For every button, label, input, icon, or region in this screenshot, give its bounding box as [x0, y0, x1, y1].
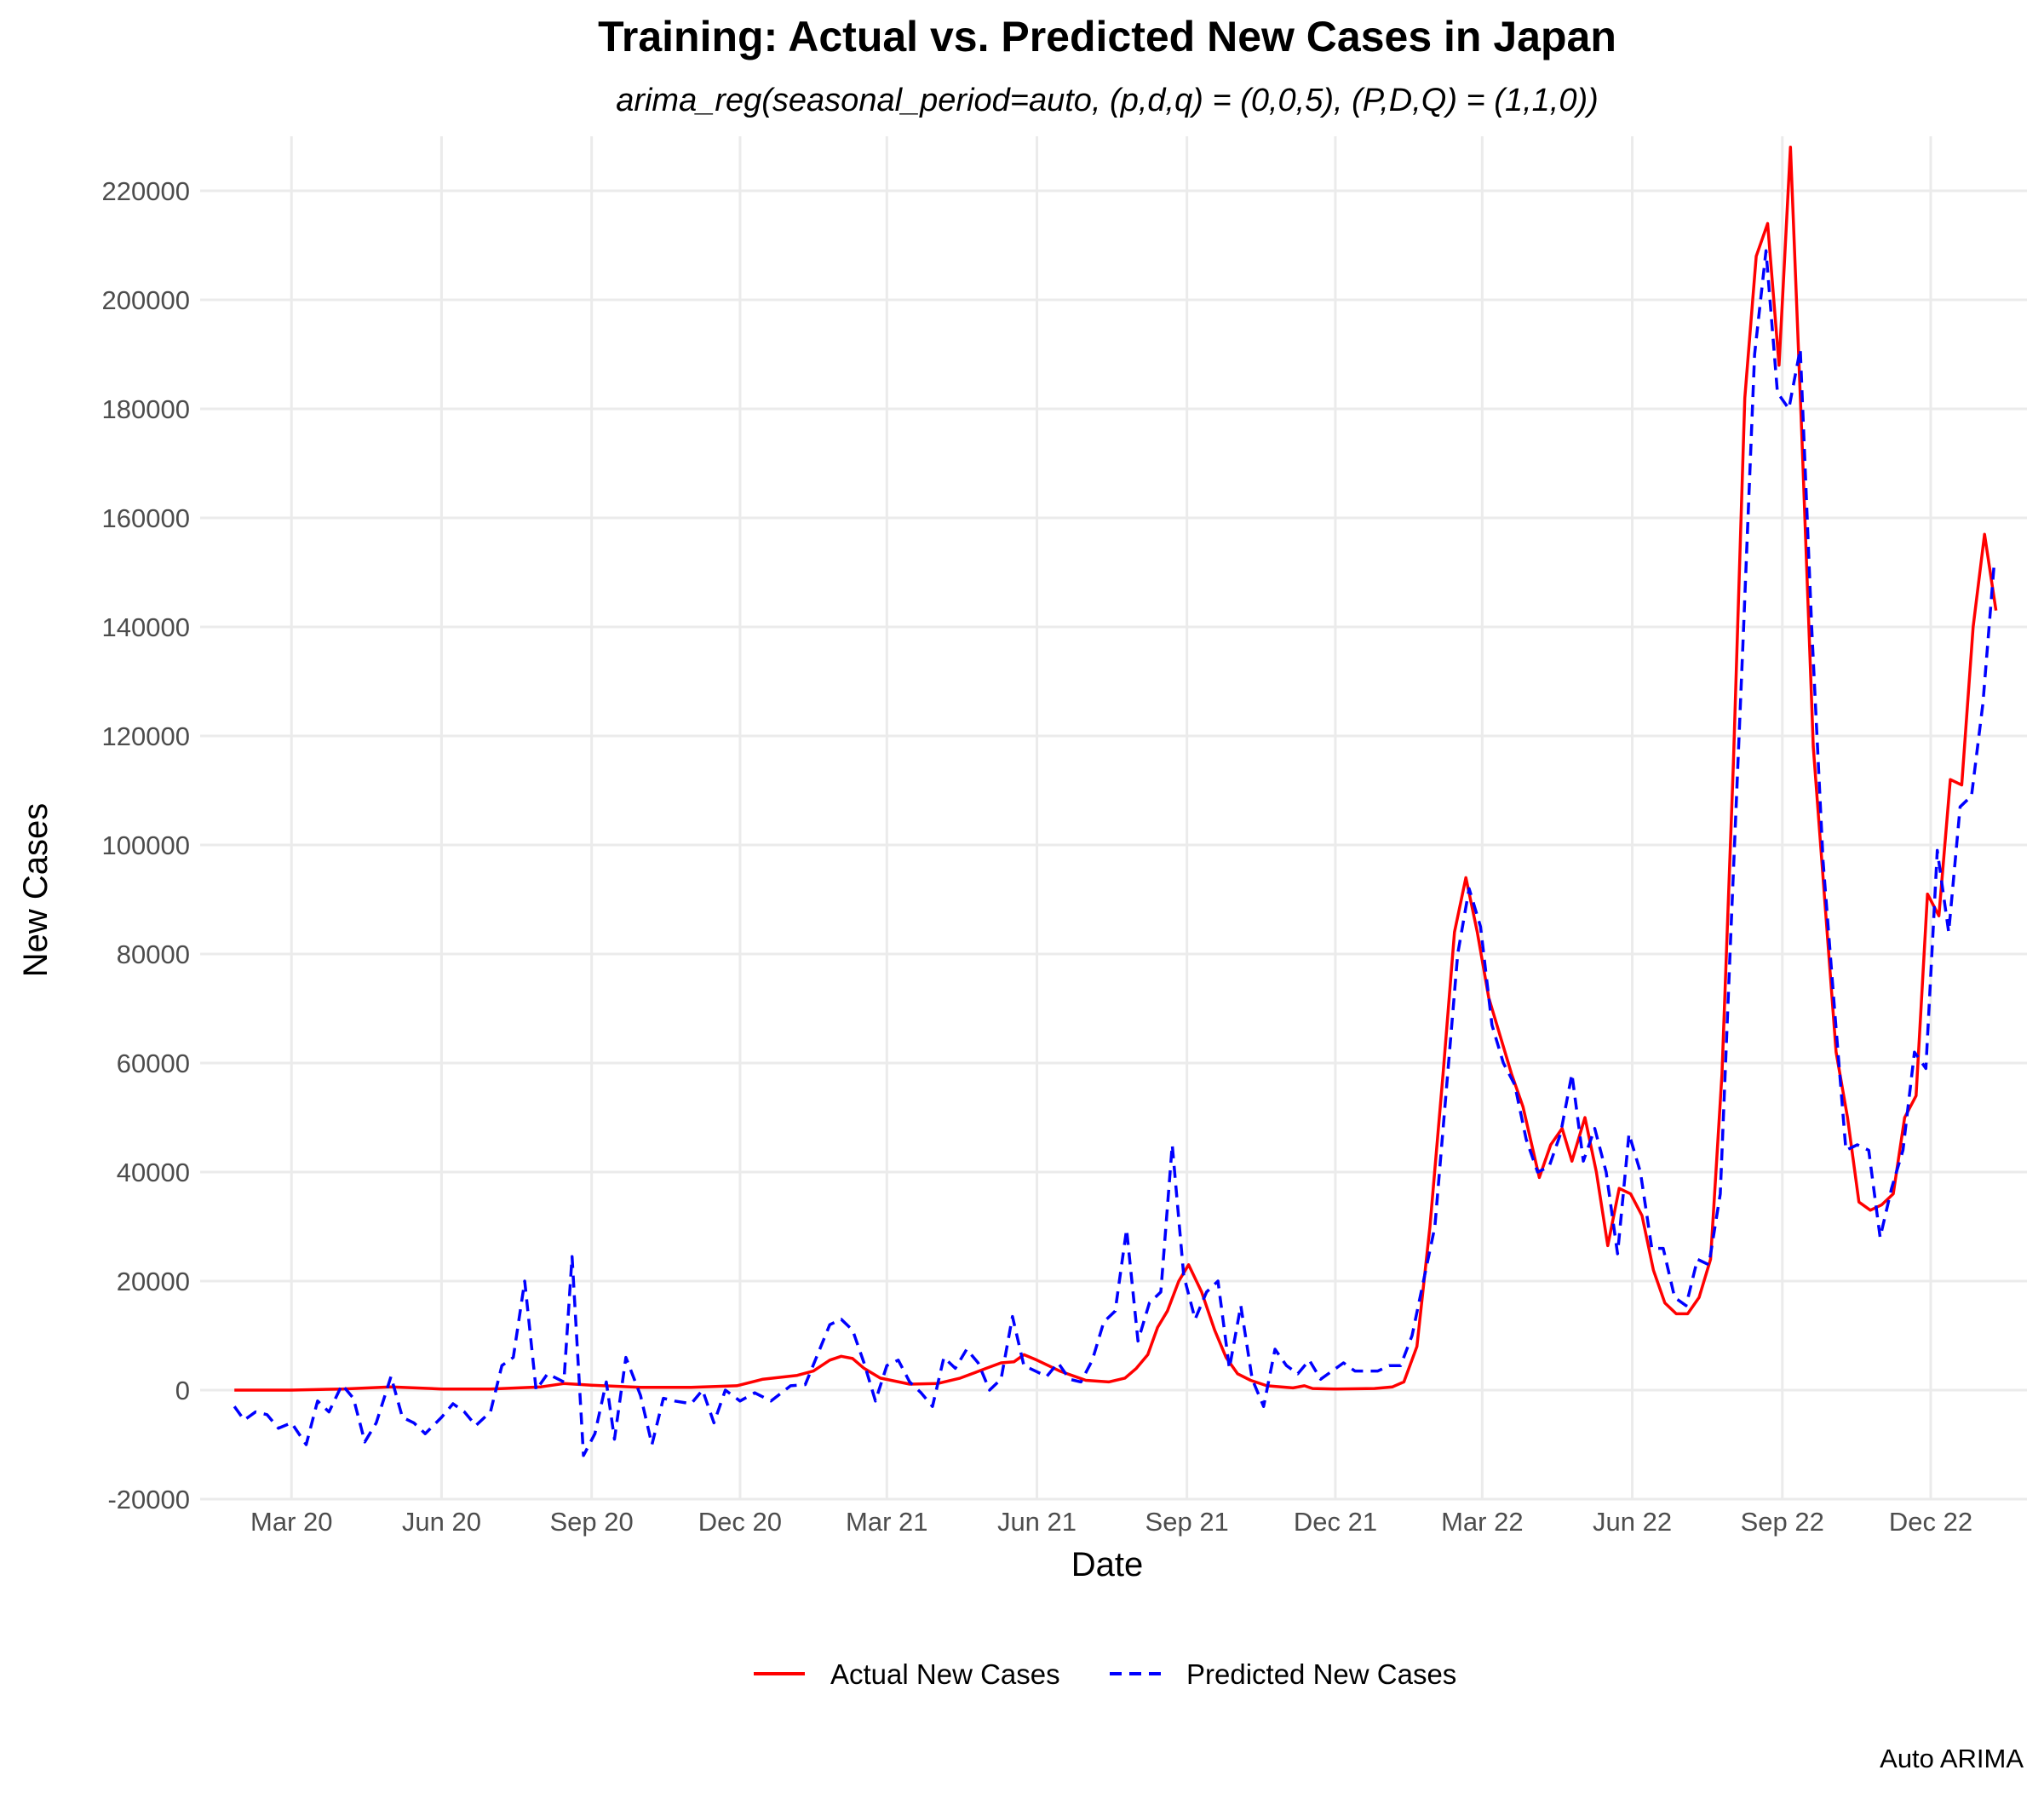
y-tick-label: 80000 — [117, 940, 190, 969]
y-axis-ticks: -20000 0 20000 40000 60000 80000 100000 120000 1… — [102, 176, 190, 1514]
predicted-series-line — [233, 249, 1996, 1457]
x-tick-label: Dec 20 — [698, 1507, 782, 1537]
series-lines — [233, 146, 1998, 1457]
y-tick-label: 60000 — [117, 1049, 190, 1078]
legend-item: Predicted New Cases — [1110, 1658, 1456, 1690]
x-tick-label: Sep 22 — [1741, 1507, 1824, 1537]
y-tick-label: -20000 — [107, 1485, 190, 1514]
legend-label: Predicted New Cases — [1186, 1658, 1456, 1690]
y-tick-label: 180000 — [102, 394, 190, 424]
x-tick-label: Dec 22 — [1889, 1507, 1972, 1537]
actual-series-line — [234, 146, 1998, 1392]
x-tick-label: Dec 21 — [1294, 1507, 1377, 1537]
x-tick-label: Jun 20 — [402, 1507, 481, 1537]
y-tick-label: 120000 — [102, 721, 190, 751]
y-tick-label: 100000 — [102, 830, 190, 860]
grid — [200, 136, 2027, 1501]
legend-item: Actual New Cases — [754, 1658, 1060, 1690]
x-tick-label: Mar 22 — [1441, 1507, 1523, 1537]
x-tick-label: Mar 21 — [846, 1507, 927, 1537]
chart-subtitle: arima_reg(seasonal_period=auto, (p,d,q) … — [616, 83, 1599, 118]
x-tick-label: Mar 20 — [250, 1507, 332, 1537]
y-tick-label: 140000 — [102, 612, 190, 642]
x-axis-title: Date — [1071, 1546, 1144, 1583]
y-tick-label: 220000 — [102, 176, 190, 206]
x-tick-label: Jun 22 — [1593, 1507, 1672, 1537]
y-axis-title: New Cases — [17, 803, 55, 978]
x-tick-label: Sep 20 — [550, 1507, 634, 1537]
legend-label: Actual New Cases — [830, 1658, 1060, 1690]
y-tick-label: 40000 — [117, 1158, 190, 1187]
chart-title: Training: Actual vs. Predicted New Cases… — [598, 13, 1616, 60]
y-tick-label: 160000 — [102, 503, 190, 533]
y-tick-label: 0 — [175, 1376, 190, 1405]
x-tick-label: Jun 21 — [997, 1507, 1077, 1537]
legend: Actual New Cases Predicted New Cases — [754, 1658, 1456, 1690]
y-tick-label: 200000 — [102, 285, 190, 315]
chart-caption: Auto ARIMA — [1880, 1744, 2024, 1773]
x-axis-ticks: Mar 20 Jun 20 Sep 20 Dec 20 Mar 21 Jun 21 Sep … — [250, 1507, 1972, 1537]
y-tick-label: 20000 — [117, 1267, 190, 1296]
x-tick-label: Sep 21 — [1145, 1507, 1229, 1537]
